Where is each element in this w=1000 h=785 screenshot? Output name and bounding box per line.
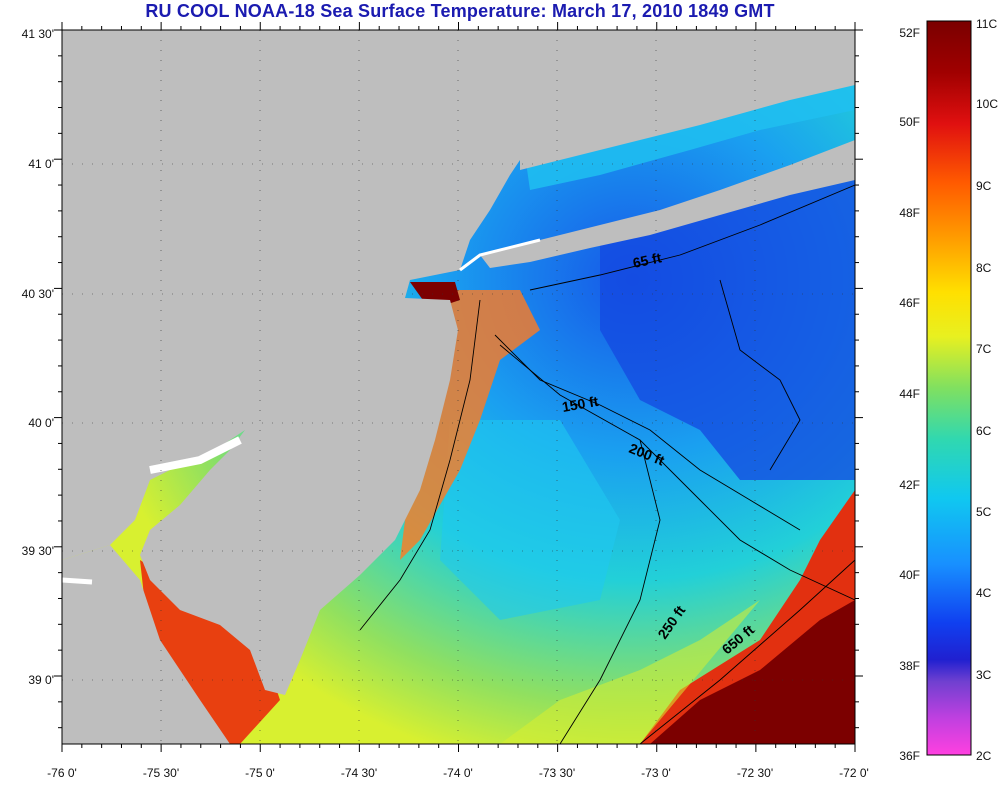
lat-tick-labels: 41 30' 41 0' 40 30' 40 0' 39 30' 39 0' bbox=[22, 27, 54, 687]
page-title: RU COOL NOAA-18 Sea Surface Temperature:… bbox=[145, 1, 775, 21]
colorbar-f-label: 46F bbox=[899, 296, 920, 310]
bathymetry-contours bbox=[359, 184, 855, 744]
land-delmarva bbox=[62, 545, 230, 744]
colorbar-f-label: 38F bbox=[899, 659, 920, 673]
lat-tick-label: 40 30' bbox=[22, 287, 54, 301]
colorbar-f-label: 48F bbox=[899, 206, 920, 220]
lon-tick-labels: -76 0' -75 30' -75 0' -74 30' -74 0' -73… bbox=[47, 766, 869, 780]
land-mainland bbox=[62, 30, 855, 695]
colorbar-c-label: 6C bbox=[976, 424, 992, 438]
colorbar-f-label: 50F bbox=[899, 115, 920, 129]
colorbar-f-label: 44F bbox=[899, 387, 920, 401]
lat-tick-label: 39 30' bbox=[22, 544, 54, 558]
lon-tick-label: -75 30' bbox=[143, 766, 179, 780]
contour-65ft bbox=[529, 184, 855, 291]
colorbar-f-labels: 52F 50F 48F 46F 44F 42F 40F 38F 36F bbox=[899, 26, 920, 763]
colorbar-c-label: 8C bbox=[976, 261, 992, 275]
colorbar-c-labels: 11C 10C 9C 8C 7C 6C 5C 4C 3C 2C bbox=[976, 17, 998, 763]
graticule bbox=[62, 30, 855, 744]
lon-tick-label: -73 0' bbox=[641, 766, 671, 780]
lon-tick-label: -72 30' bbox=[737, 766, 773, 780]
contour-250ft bbox=[559, 439, 661, 744]
lon-tick-label: -73 30' bbox=[539, 766, 575, 780]
warm-transition bbox=[500, 600, 760, 744]
coast-mask-ny bbox=[459, 238, 541, 272]
lon-tick-label: -74 30' bbox=[341, 766, 377, 780]
lon-tick-label: -76 0' bbox=[47, 766, 77, 780]
contour-label-65ft: 65 ft bbox=[631, 249, 663, 271]
lat-tick-label: 41 30' bbox=[22, 27, 54, 41]
colorbar bbox=[926, 20, 972, 756]
colorbar-c-label: 3C bbox=[976, 668, 992, 682]
contour-inner bbox=[719, 279, 801, 471]
contour-near-shore bbox=[359, 299, 481, 631]
warm-water-core bbox=[650, 600, 855, 744]
colorbar-c-label: 11C bbox=[976, 17, 997, 31]
contour-650ft bbox=[639, 559, 855, 744]
lon-tick-label: -72 0' bbox=[839, 766, 869, 780]
axis-ticks bbox=[54, 22, 863, 752]
cold-water-patch bbox=[600, 160, 855, 480]
colorbar-f-label: 40F bbox=[899, 568, 920, 582]
colorbar-c-label: 9C bbox=[976, 179, 992, 193]
contour-label-150ft: 150 ft bbox=[561, 393, 600, 415]
coastal-warm-plume bbox=[400, 290, 540, 560]
river-mask bbox=[149, 436, 242, 474]
colorbar-c-label: 10C bbox=[976, 97, 998, 111]
colorbar-f-label: 52F bbox=[899, 26, 920, 40]
contour-150ft bbox=[494, 334, 801, 531]
mask-fragment bbox=[62, 577, 93, 585]
lon-tick-label: -74 0' bbox=[443, 766, 473, 780]
lat-tick-label: 39 0' bbox=[28, 673, 54, 687]
land-long-island bbox=[480, 140, 855, 268]
map-area: 65 ft 150 ft 200 ft 250 ft 650 ft bbox=[62, 30, 855, 744]
colorbar-f-label: 36F bbox=[899, 749, 920, 763]
lat-tick-label: 40 0' bbox=[28, 416, 54, 430]
lat-tick-label: 41 0' bbox=[28, 157, 54, 171]
lon-tick-label: -75 0' bbox=[245, 766, 275, 780]
colorbar-f-label: 42F bbox=[899, 478, 920, 492]
colorbar-c-label: 2C bbox=[976, 749, 992, 763]
colorbar-c-label: 4C bbox=[976, 586, 992, 600]
cool-water-patch bbox=[440, 420, 620, 620]
land-connecticut bbox=[520, 30, 855, 170]
contour-200ft bbox=[499, 344, 855, 601]
colorbar-c-label: 5C bbox=[976, 505, 992, 519]
colorbar-c-label: 7C bbox=[976, 342, 992, 356]
